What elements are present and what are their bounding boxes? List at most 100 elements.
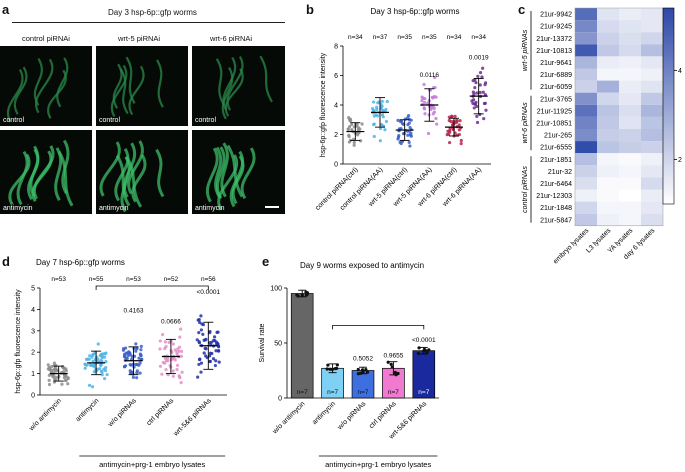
heatmap-cell bbox=[575, 116, 597, 129]
data-point bbox=[472, 106, 476, 110]
data-point bbox=[448, 140, 452, 145]
data-point bbox=[48, 367, 52, 371]
heatmap-cell bbox=[597, 104, 619, 117]
data-point bbox=[406, 133, 410, 137]
heatmap-row-label: 21ur-11925 bbox=[537, 108, 572, 115]
heatmap-row-label: 21ur-265 bbox=[544, 133, 572, 140]
data-point bbox=[91, 359, 95, 363]
data-point bbox=[375, 105, 379, 109]
data-point bbox=[175, 363, 180, 367]
data-point bbox=[135, 371, 139, 375]
data-point bbox=[122, 352, 127, 356]
data-point bbox=[135, 376, 139, 380]
data-point bbox=[131, 375, 135, 379]
data-point bbox=[346, 127, 350, 132]
worm bbox=[156, 59, 164, 108]
data-point bbox=[171, 356, 175, 360]
n-label: n=34 bbox=[447, 34, 462, 41]
heatmap-row-label: 21ur-9641 bbox=[540, 60, 572, 67]
data-point bbox=[160, 372, 164, 376]
heatmap-cell bbox=[575, 177, 597, 190]
data-point bbox=[375, 108, 379, 112]
worm bbox=[215, 146, 226, 200]
data-point bbox=[407, 140, 411, 145]
data-point bbox=[179, 380, 183, 385]
data-point bbox=[105, 372, 109, 377]
data-point bbox=[474, 80, 478, 85]
data-point bbox=[406, 123, 410, 127]
data-point bbox=[52, 364, 56, 368]
heatmap-row-label: 21ur-6464 bbox=[540, 181, 572, 188]
data-point bbox=[416, 351, 420, 356]
heatmap-cell bbox=[597, 8, 619, 21]
data-point bbox=[350, 122, 354, 127]
data-point bbox=[103, 369, 108, 373]
worm bbox=[114, 148, 130, 202]
worm-cluster bbox=[6, 57, 69, 123]
y-tick-label: 3 bbox=[31, 328, 35, 335]
data-point bbox=[179, 354, 184, 358]
data-point bbox=[384, 107, 388, 112]
worm bbox=[32, 145, 55, 200]
data-point bbox=[90, 355, 94, 359]
micrograph-control-ctrl: control bbox=[0, 46, 92, 126]
heatmap-cell bbox=[597, 68, 619, 81]
data-point bbox=[348, 119, 352, 123]
data-point bbox=[360, 122, 364, 126]
y-tick-label: 50 bbox=[274, 341, 282, 348]
y-axis-label: hsp-6p::gfp fluorescence intensity bbox=[320, 52, 327, 157]
data-point bbox=[62, 376, 66, 380]
n-label: n=34 bbox=[471, 34, 486, 41]
data-point bbox=[213, 363, 217, 368]
heatmap-cell bbox=[597, 32, 619, 45]
heatmap-cell bbox=[641, 189, 663, 202]
data-point bbox=[409, 118, 413, 122]
data-point bbox=[214, 359, 218, 363]
data-point bbox=[175, 367, 179, 372]
data-point bbox=[198, 357, 202, 361]
data-point bbox=[126, 353, 130, 358]
heatmap-cell bbox=[619, 153, 641, 166]
data-point bbox=[393, 370, 397, 375]
row-label-antimycin: antimycin bbox=[3, 205, 33, 212]
data-point bbox=[164, 367, 168, 372]
y-tick-label: 1 bbox=[31, 371, 35, 378]
heatmap-cell bbox=[641, 177, 663, 190]
data-point bbox=[458, 119, 462, 123]
heatmap-row-label: 21ur-12303 bbox=[536, 193, 572, 200]
data-point bbox=[389, 362, 393, 366]
panel-a-col-2: wrt-5 piRNAi bbox=[118, 34, 161, 43]
data-point bbox=[96, 342, 100, 346]
data-point bbox=[161, 332, 165, 337]
data-point bbox=[396, 118, 400, 122]
data-point bbox=[130, 354, 134, 358]
heatmap-cell bbox=[575, 165, 597, 178]
worm bbox=[131, 154, 147, 203]
comparison-bracket bbox=[95, 285, 209, 290]
data-point bbox=[408, 144, 412, 148]
bar bbox=[290, 293, 314, 399]
data-point bbox=[210, 340, 214, 344]
comparison-bracket bbox=[332, 325, 425, 330]
data-point bbox=[167, 340, 171, 344]
data-point bbox=[87, 383, 92, 387]
heatmap-cell bbox=[641, 20, 663, 33]
p-value-label: 0.5052 bbox=[353, 356, 373, 363]
data-point bbox=[100, 354, 104, 358]
n-label: n=52 bbox=[164, 276, 179, 283]
y-tick-label: 2 bbox=[334, 132, 338, 139]
panel-d-letter: d bbox=[2, 254, 10, 269]
y-tick-label: 2 bbox=[31, 350, 35, 357]
x-tick-label: w/o piRNAs bbox=[336, 400, 368, 432]
data-point bbox=[47, 382, 52, 387]
worm bbox=[8, 153, 31, 206]
data-point bbox=[453, 114, 457, 118]
data-point bbox=[178, 376, 182, 380]
y-tick-label: 8 bbox=[334, 44, 338, 51]
heatmap-cell bbox=[641, 165, 663, 178]
data-point bbox=[406, 116, 410, 120]
n-label: n=35 bbox=[422, 34, 437, 41]
data-point bbox=[335, 363, 339, 367]
heatmap-cell bbox=[641, 141, 663, 154]
worm bbox=[205, 147, 219, 203]
